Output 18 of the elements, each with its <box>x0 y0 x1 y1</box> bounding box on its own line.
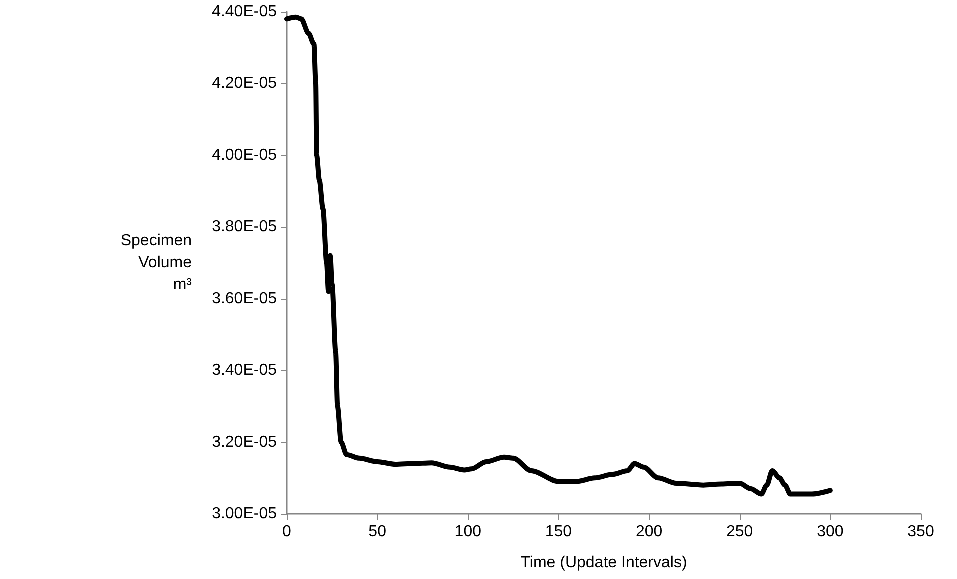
x-tick-label: 250 <box>726 524 754 540</box>
y-tick-label: 3.20E-05 <box>212 434 278 451</box>
y-tick-label: 3.80E-05 <box>212 218 278 236</box>
y-tick-label: 3.40E-05 <box>212 362 278 380</box>
x-tick-label: 0 <box>282 524 292 540</box>
y-tick-label: 4.20E-05 <box>212 75 278 92</box>
y-tick-label: 3.60E-05 <box>212 290 278 308</box>
x-tick-label: 200 <box>636 524 663 540</box>
x-tick-label: 100 <box>454 524 482 540</box>
x-tick-label: 300 <box>817 524 844 540</box>
y-tick-label: 4.40E-05 <box>212 4 278 20</box>
y-axis-title: Specimen Volume m³ <box>120 232 193 294</box>
x-tick-label: 350 <box>908 524 934 540</box>
x-axis-title: Time (Update Intervals) <box>520 554 688 572</box>
y-tick-label: 4.00E-05 <box>212 146 278 164</box>
y-tick-label: 3.00E-05 <box>212 506 278 522</box>
x-tick-label: 50 <box>368 524 387 540</box>
x-tick-label: 150 <box>545 524 572 540</box>
